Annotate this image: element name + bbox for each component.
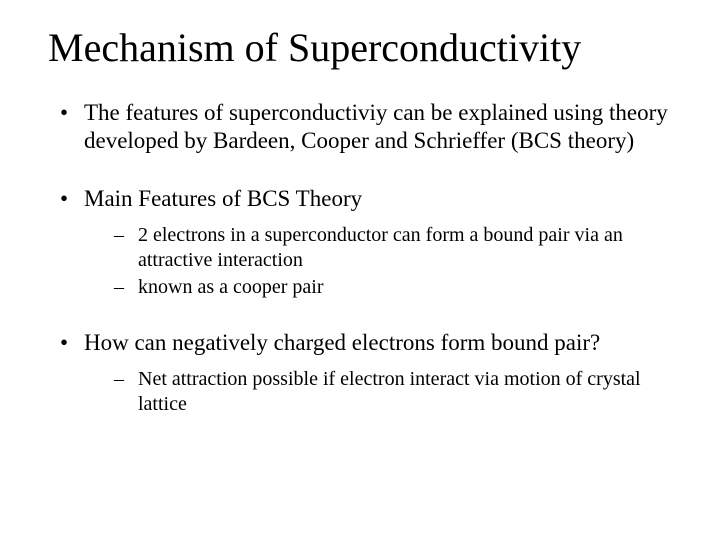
sub-bullet-item: 2 electrons in a superconductor can form… [84, 223, 672, 272]
bullet-item: Main Features of BCS Theory 2 electrons … [48, 185, 672, 299]
sub-bullet-text: 2 electrons in a superconductor can form… [138, 224, 623, 270]
sub-bullet-item: Net attraction possible if electron inte… [84, 367, 672, 416]
sub-bullet-item: known as a cooper pair [84, 275, 672, 299]
sub-bullet-text: known as a cooper pair [138, 276, 324, 298]
bullet-item: How can negatively charged electrons for… [48, 329, 672, 416]
slide-title: Mechanism of Superconductivity [48, 24, 672, 71]
bullet-text: Main Features of BCS Theory [84, 186, 362, 211]
bullet-list: The features of superconductiviy can be … [48, 99, 672, 416]
sub-bullet-list: Net attraction possible if electron inte… [84, 367, 672, 416]
bullet-text: How can negatively charged electrons for… [84, 330, 600, 355]
sub-bullet-list: 2 electrons in a superconductor can form… [84, 223, 672, 299]
bullet-text: The features of superconductiviy can be … [84, 100, 668, 153]
sub-bullet-text: Net attraction possible if electron inte… [138, 368, 641, 414]
bullet-item: The features of superconductiviy can be … [48, 99, 672, 155]
